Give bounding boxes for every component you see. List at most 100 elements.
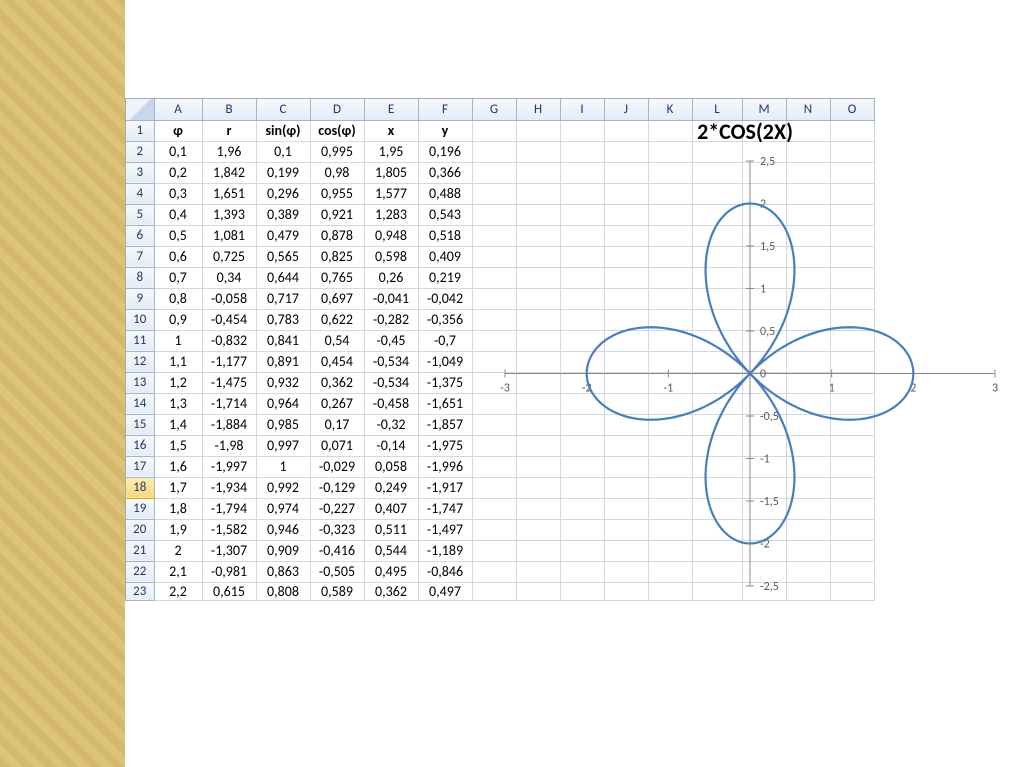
cell[interactable]: 1,7 — [154, 477, 202, 498]
cell[interactable]: 0,9 — [154, 309, 202, 330]
cell[interactable]: -0,356 — [418, 309, 472, 330]
cell[interactable]: 1,9 — [154, 519, 202, 540]
cell[interactable]: 0,717 — [256, 288, 310, 309]
cell[interactable]: -1,997 — [202, 456, 256, 477]
cell[interactable]: -1,307 — [202, 540, 256, 561]
cell[interactable]: 0,841 — [256, 330, 310, 351]
cell[interactable]: 0,3 — [154, 183, 202, 204]
cell[interactable]: 0,909 — [256, 540, 310, 561]
cell[interactable]: 0,544 — [364, 540, 418, 561]
cell[interactable]: r — [202, 120, 256, 141]
cell[interactable]: 0,948 — [364, 225, 418, 246]
cell[interactable]: 0,497 — [418, 582, 472, 600]
row-header[interactable]: 13 — [126, 372, 154, 393]
cell[interactable]: 0,34 — [202, 267, 256, 288]
cell[interactable]: -0,416 — [310, 540, 364, 561]
cell[interactable]: 0,54 — [310, 330, 364, 351]
cell[interactable]: -0,534 — [364, 372, 418, 393]
cell[interactable]: 0,697 — [310, 288, 364, 309]
cell[interactable]: -0,505 — [310, 561, 364, 582]
cell[interactable]: 0,296 — [256, 183, 310, 204]
column-header[interactable]: M — [742, 99, 786, 120]
cell[interactable]: 1,95 — [364, 141, 418, 162]
cell[interactable]: 0,1 — [154, 141, 202, 162]
cell[interactable]: 1,6 — [154, 456, 202, 477]
cell[interactable]: 0,249 — [364, 477, 418, 498]
column-header[interactable]: C — [256, 99, 310, 120]
cell[interactable]: 1,8 — [154, 498, 202, 519]
row-header[interactable]: 4 — [126, 183, 154, 204]
row-header[interactable]: 3 — [126, 162, 154, 183]
cell[interactable]: 0,543 — [418, 204, 472, 225]
cell[interactable]: -0,14 — [364, 435, 418, 456]
cell[interactable]: -0,846 — [418, 561, 472, 582]
column-header[interactable]: I — [560, 99, 604, 120]
cell[interactable]: -1,651 — [418, 393, 472, 414]
row-header[interactable]: 2 — [126, 141, 154, 162]
cell[interactable]: 0,995 — [310, 141, 364, 162]
cell[interactable]: cos(φ) — [310, 120, 364, 141]
cell[interactable]: 0,964 — [256, 393, 310, 414]
cell[interactable]: 0,5 — [154, 225, 202, 246]
cell[interactable]: 0,362 — [364, 582, 418, 600]
cell[interactable]: 0,863 — [256, 561, 310, 582]
cell[interactable]: 0,495 — [364, 561, 418, 582]
cell[interactable]: 0,622 — [310, 309, 364, 330]
cell[interactable]: 0,518 — [418, 225, 472, 246]
cell[interactable]: -0,32 — [364, 414, 418, 435]
cell[interactable]: 0,199 — [256, 162, 310, 183]
cell[interactable]: -1,375 — [418, 372, 472, 393]
cell[interactable]: x — [364, 120, 418, 141]
row-header[interactable]: 1 — [126, 120, 154, 141]
row-header[interactable]: 22 — [126, 561, 154, 582]
cell[interactable]: 1,283 — [364, 204, 418, 225]
cell[interactable]: 2,1 — [154, 561, 202, 582]
cell[interactable]: 0,598 — [364, 246, 418, 267]
row-header[interactable]: 12 — [126, 351, 154, 372]
cell[interactable]: -1,497 — [418, 519, 472, 540]
cell[interactable]: 0,058 — [364, 456, 418, 477]
cell[interactable]: 0,454 — [310, 351, 364, 372]
cell[interactable]: 1,1 — [154, 351, 202, 372]
cell[interactable]: 1 — [256, 456, 310, 477]
cell[interactable]: -1,475 — [202, 372, 256, 393]
cell[interactable]: 0,955 — [310, 183, 364, 204]
cell[interactable]: -1,794 — [202, 498, 256, 519]
column-header[interactable]: O — [830, 99, 874, 120]
cell[interactable]: 0,071 — [310, 435, 364, 456]
cell[interactable]: 0,974 — [256, 498, 310, 519]
column-header[interactable]: D — [310, 99, 364, 120]
cell[interactable]: y — [418, 120, 472, 141]
cell[interactable]: 0,409 — [418, 246, 472, 267]
cell[interactable]: -1,934 — [202, 477, 256, 498]
cell[interactable]: 0,985 — [256, 414, 310, 435]
cell[interactable]: 0,1 — [256, 141, 310, 162]
cell[interactable]: 1,3 — [154, 393, 202, 414]
cell[interactable]: -1,917 — [418, 477, 472, 498]
cell[interactable]: 0,878 — [310, 225, 364, 246]
cell[interactable]: sin(φ) — [256, 120, 310, 141]
cell[interactable]: 0,2 — [154, 162, 202, 183]
cell[interactable]: -0,041 — [364, 288, 418, 309]
cell[interactable]: -1,857 — [418, 414, 472, 435]
cell[interactable]: 0,407 — [364, 498, 418, 519]
row-header[interactable]: 7 — [126, 246, 154, 267]
cell[interactable]: 1,842 — [202, 162, 256, 183]
column-header[interactable]: A — [154, 99, 202, 120]
cell[interactable]: 2,2 — [154, 582, 202, 600]
cell[interactable]: 0,511 — [364, 519, 418, 540]
cell[interactable]: -1,177 — [202, 351, 256, 372]
row-header[interactable]: 8 — [126, 267, 154, 288]
cell[interactable]: 0,26 — [364, 267, 418, 288]
cell[interactable]: 0,825 — [310, 246, 364, 267]
cell[interactable]: 1,5 — [154, 435, 202, 456]
cell[interactable]: -0,534 — [364, 351, 418, 372]
row-header[interactable]: 18 — [126, 477, 154, 498]
row-header[interactable]: 11 — [126, 330, 154, 351]
cell[interactable]: 0,946 — [256, 519, 310, 540]
cell[interactable]: 1,96 — [202, 141, 256, 162]
row-header[interactable]: 17 — [126, 456, 154, 477]
row-header[interactable]: 21 — [126, 540, 154, 561]
cell[interactable]: -0,282 — [364, 309, 418, 330]
cell[interactable]: 0,219 — [418, 267, 472, 288]
